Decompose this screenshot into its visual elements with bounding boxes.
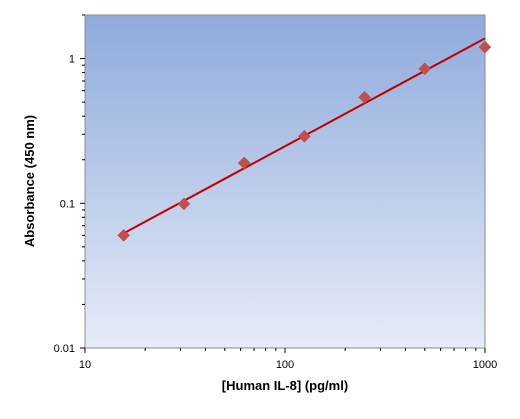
y-tick-label: 0.01 xyxy=(54,343,75,355)
data-point xyxy=(237,156,251,170)
data-point xyxy=(478,40,492,54)
y-tick-label: 1 xyxy=(69,54,75,66)
x-axis-tick-labels: 10 100 1000 xyxy=(79,359,497,371)
y-tick-label: 0.1 xyxy=(60,198,75,210)
data-point xyxy=(298,130,311,143)
data-point xyxy=(358,90,371,104)
data-point xyxy=(418,62,432,76)
data-point xyxy=(117,229,130,242)
x-axis-title: [Human IL-8] (pg/ml) xyxy=(222,378,348,393)
y-axis-tick-labels: 0.01 0.1 1 xyxy=(54,54,75,355)
data-points xyxy=(117,40,492,242)
x-tick-label: 10 xyxy=(79,359,91,371)
y-axis-title: Absorbance (450 nm) xyxy=(22,115,37,247)
data-point xyxy=(177,197,191,211)
plot-area xyxy=(84,14,486,349)
x-tick-label: 100 xyxy=(276,359,294,371)
x-axis-ticks xyxy=(84,348,486,353)
y-axis-ticks xyxy=(80,14,85,349)
x-tick-label: 1000 xyxy=(473,359,497,371)
